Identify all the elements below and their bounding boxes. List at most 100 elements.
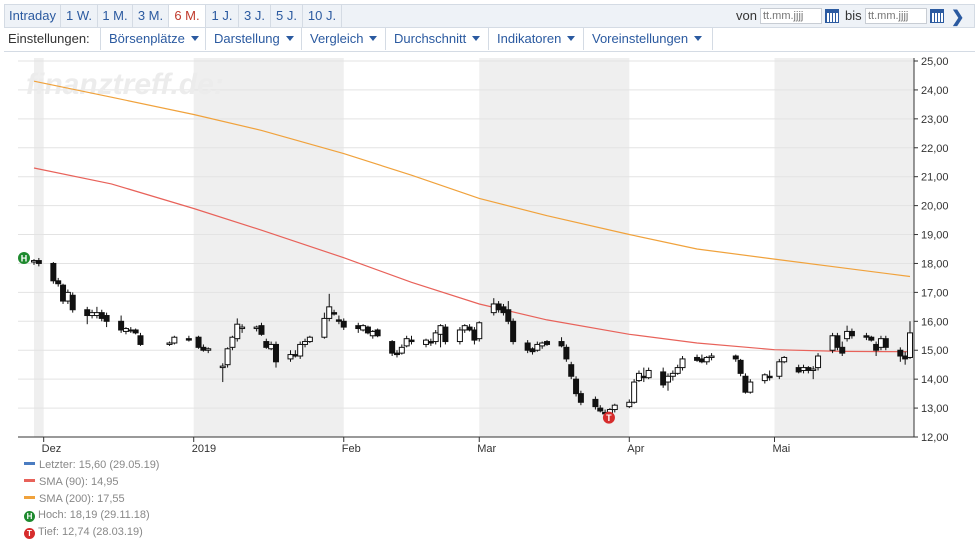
candle-body <box>118 320 125 331</box>
candle <box>829 332 836 354</box>
candle <box>122 327 129 335</box>
chevron-right-icon[interactable]: ❯ <box>951 9 965 26</box>
candle-body <box>568 364 575 377</box>
candle-body <box>456 329 463 343</box>
tab-3m[interactable]: 3 M. <box>133 5 169 27</box>
to-date-input[interactable] <box>865 8 927 24</box>
tab-1j[interactable]: 1 J. <box>206 5 239 27</box>
from-calendar-icon[interactable] <box>825 9 839 23</box>
from-date-input[interactable] <box>760 8 822 24</box>
candle <box>408 335 415 345</box>
to-calendar-icon[interactable] <box>930 9 944 23</box>
candle-body <box>645 369 652 379</box>
y-tick-label: 15,00 <box>921 345 949 357</box>
y-tick-label: 21,00 <box>921 172 949 184</box>
tab-intraday[interactable]: Intraday <box>5 5 61 27</box>
menu-darstellung[interactable]: Darstellung <box>205 28 301 50</box>
menu-indikatoren[interactable]: Indikatoren <box>488 28 583 50</box>
candle <box>592 396 599 410</box>
tab-10j[interactable]: 10 J. <box>303 5 342 27</box>
candle <box>302 338 309 348</box>
candle-body <box>302 341 309 345</box>
month-band <box>774 58 914 437</box>
candle-body <box>563 346 570 360</box>
menu-darstellung-label: Darstellung <box>214 31 280 46</box>
candle <box>544 340 551 346</box>
candle-body <box>839 346 846 354</box>
candle-body <box>360 325 367 331</box>
menu-voreinstellungen[interactable]: Voreinstellungen <box>583 28 713 50</box>
candle <box>573 376 580 397</box>
candle-body <box>877 338 884 348</box>
candle <box>423 338 430 348</box>
sma90-swatch <box>24 479 35 482</box>
tab-1w[interactable]: 1 W. <box>61 5 98 27</box>
candle-body <box>573 378 580 395</box>
candle-body <box>326 306 333 319</box>
legend-low-text: Tief: 12,74 (28.03.19) <box>38 526 143 538</box>
candle <box>558 337 565 348</box>
tab-3j[interactable]: 3 J. <box>239 5 271 27</box>
candle-body <box>698 358 705 363</box>
candle-body <box>534 343 541 351</box>
candle-body <box>287 354 294 360</box>
candle-body <box>398 346 405 354</box>
candle-body <box>437 325 444 335</box>
candle-body <box>98 312 105 319</box>
candle-body <box>200 346 207 351</box>
caret-down-icon <box>567 36 576 41</box>
candle-body <box>234 323 241 340</box>
candle <box>306 335 313 343</box>
tab-5j[interactable]: 5 J. <box>271 5 303 27</box>
candle-body <box>461 325 468 331</box>
settings-menubar: Einstellungen: Börsenplätze Darstellung … <box>4 28 975 52</box>
candle <box>93 306 100 319</box>
candle <box>810 366 817 380</box>
candle <box>195 335 202 349</box>
candle <box>476 321 483 342</box>
x-tick-label: 2019 <box>192 443 216 455</box>
candle <box>118 315 125 333</box>
candle <box>355 322 362 333</box>
candle-body <box>611 404 618 411</box>
high-marker <box>18 251 30 264</box>
candle <box>403 335 410 348</box>
candle <box>626 399 633 409</box>
menu-vergleich-label: Vergleich <box>310 31 364 46</box>
candle <box>534 341 541 352</box>
candle-body <box>185 338 192 341</box>
candle <box>897 347 904 362</box>
candle-body <box>69 294 76 311</box>
caret-down-icon <box>472 36 481 41</box>
candle-body <box>263 341 270 348</box>
candle <box>563 344 570 362</box>
candle-body <box>776 361 783 377</box>
legend-low: T Tief: 12,74 (28.03.19) <box>24 526 143 539</box>
candles <box>31 257 913 416</box>
candle <box>321 312 328 339</box>
menu-boersenplaetze[interactable]: Börsenplätze <box>100 28 205 50</box>
candle <box>781 356 788 364</box>
candle-body <box>505 309 512 322</box>
candle <box>737 358 744 377</box>
candle <box>103 312 110 328</box>
candle-body <box>55 280 62 285</box>
tab-1m[interactable]: 1 M. <box>98 5 133 27</box>
candle <box>427 338 434 346</box>
candle <box>568 361 575 380</box>
high-badge-icon: H <box>24 511 35 522</box>
sma200-swatch <box>24 496 35 499</box>
legend-high-text: Hoch: 18,19 (29.11.18) <box>38 509 150 521</box>
candle-body <box>674 367 681 374</box>
candle-body <box>471 329 478 341</box>
candle <box>863 332 870 341</box>
caret-down-icon <box>190 36 199 41</box>
month-bands <box>34 58 914 437</box>
candle <box>127 327 134 333</box>
menu-vergleich[interactable]: Vergleich <box>301 28 385 50</box>
menu-durchschnitt[interactable]: Durchschnitt <box>385 28 488 50</box>
candle <box>360 324 367 332</box>
candle-body <box>829 335 836 351</box>
tab-6m[interactable]: 6 M. <box>169 5 206 27</box>
